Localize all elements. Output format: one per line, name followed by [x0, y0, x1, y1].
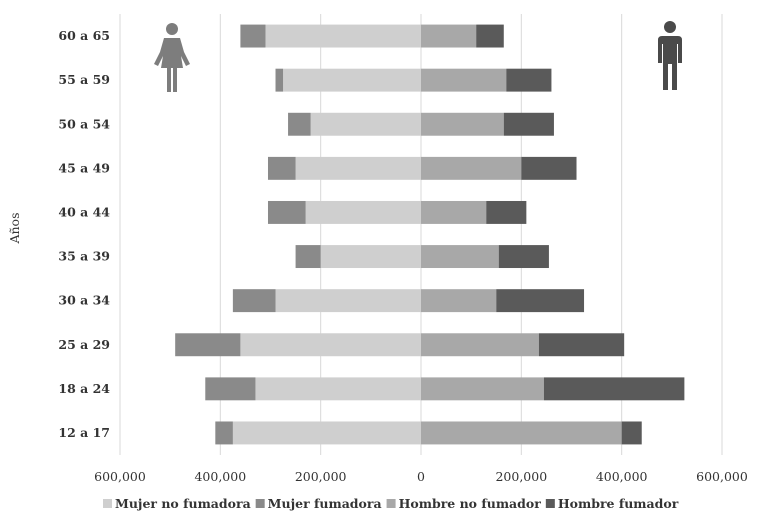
bar-hombre-fumador — [521, 156, 577, 180]
x-tick-label: 0 — [417, 469, 425, 484]
woman-icon — [154, 23, 190, 92]
category-label: 60 a 65 — [58, 28, 110, 43]
category-label: 25 a 29 — [58, 337, 110, 352]
bar-mujer-no-fumadora — [275, 289, 421, 313]
category-labels: 12 a 17 18 a 24 25 a 29 30 a 34 35 a 39 40 a … — [58, 28, 110, 440]
bar-hombre-fumador — [496, 289, 585, 313]
bar-hombre-fumador — [476, 24, 504, 48]
legend-swatch — [255, 499, 265, 508]
x-tick-labels: 600,000 400,000 200,000 0 200,000 400,000 600,… — [94, 469, 748, 484]
bar-mujer-no-fumadora — [310, 112, 421, 136]
legend-label: Mujer fumadora — [268, 496, 382, 511]
bar-mujer-no-fumadora — [240, 333, 421, 357]
category-label: 50 a 54 — [58, 116, 110, 131]
bar-hombre-no-fumador — [421, 333, 539, 357]
bar-hombre-no-fumador — [421, 200, 487, 224]
bar-hombre-fumador — [506, 68, 552, 92]
legend-label: Mujer no fumadora — [115, 496, 251, 511]
category-label: 35 a 39 — [58, 249, 110, 264]
bar-mujer-fumadora — [215, 421, 233, 445]
x-tick-label: 400,000 — [194, 469, 246, 484]
bar-hombre-no-fumador — [421, 245, 499, 269]
bar-hombre-no-fumador — [421, 68, 507, 92]
legend-swatch — [103, 499, 112, 508]
y-axis-title: Años — [7, 212, 22, 244]
bar-mujer-fumadora — [175, 333, 241, 357]
bar-hombre-fumador — [621, 421, 642, 445]
bar-mujer-fumadora — [295, 245, 321, 269]
bar-mujer-fumadora — [205, 377, 256, 401]
bar-mujer-no-fumadora — [255, 377, 421, 401]
category-label: 45 a 49 — [58, 160, 110, 175]
legend-label: Hombre no fumador — [399, 496, 542, 511]
bar-mujer-fumadora — [275, 68, 284, 92]
bar-hombre-fumador — [486, 200, 527, 224]
bar-mujer-fumadora — [240, 24, 266, 48]
bar-mujer-no-fumadora — [265, 24, 421, 48]
bar-hombre-no-fumador — [421, 289, 497, 313]
bar-hombre-no-fumador — [421, 421, 622, 445]
bar-mujer-fumadora — [232, 289, 276, 313]
category-label: 55 a 59 — [58, 72, 110, 87]
category-label: 12 a 17 — [58, 425, 110, 440]
bar-mujer-no-fumadora — [320, 245, 421, 269]
bar-mujer-no-fumadora — [305, 200, 421, 224]
bar-hombre-fumador — [543, 377, 685, 401]
bar-mujer-no-fumadora — [283, 68, 421, 92]
bar-hombre-fumador — [538, 333, 625, 357]
bars — [175, 24, 685, 445]
category-label: 18 a 24 — [58, 381, 110, 396]
category-label: 40 a 44 — [58, 204, 110, 219]
legend-label: Hombre fumador — [558, 496, 679, 511]
bar-hombre-no-fumador — [421, 24, 477, 48]
x-tick-label: 200,000 — [495, 469, 547, 484]
bar-hombre-no-fumador — [421, 377, 544, 401]
category-label: 30 a 34 — [58, 293, 110, 308]
legend-swatch — [545, 499, 555, 508]
bar-mujer-fumadora — [267, 200, 306, 224]
bar-mujer-fumadora — [267, 156, 296, 180]
bar-hombre-fumador — [498, 245, 549, 269]
bar-mujer-fumadora — [288, 112, 311, 136]
man-icon — [658, 21, 682, 90]
legend-swatch — [386, 499, 396, 508]
x-tick-label: 600,000 — [94, 469, 146, 484]
bar-hombre-no-fumador — [421, 156, 522, 180]
bar-hombre-no-fumador — [421, 112, 504, 136]
bar-hombre-fumador — [503, 112, 554, 136]
bar-mujer-no-fumadora — [295, 156, 421, 180]
x-tick-label: 600,000 — [696, 469, 748, 484]
x-tick-label: 200,000 — [295, 469, 347, 484]
legend: Mujer no fumadora Mujer fumadora Hombre no… — [103, 496, 679, 511]
x-tick-label: 400,000 — [596, 469, 648, 484]
bar-mujer-no-fumadora — [232, 421, 421, 445]
